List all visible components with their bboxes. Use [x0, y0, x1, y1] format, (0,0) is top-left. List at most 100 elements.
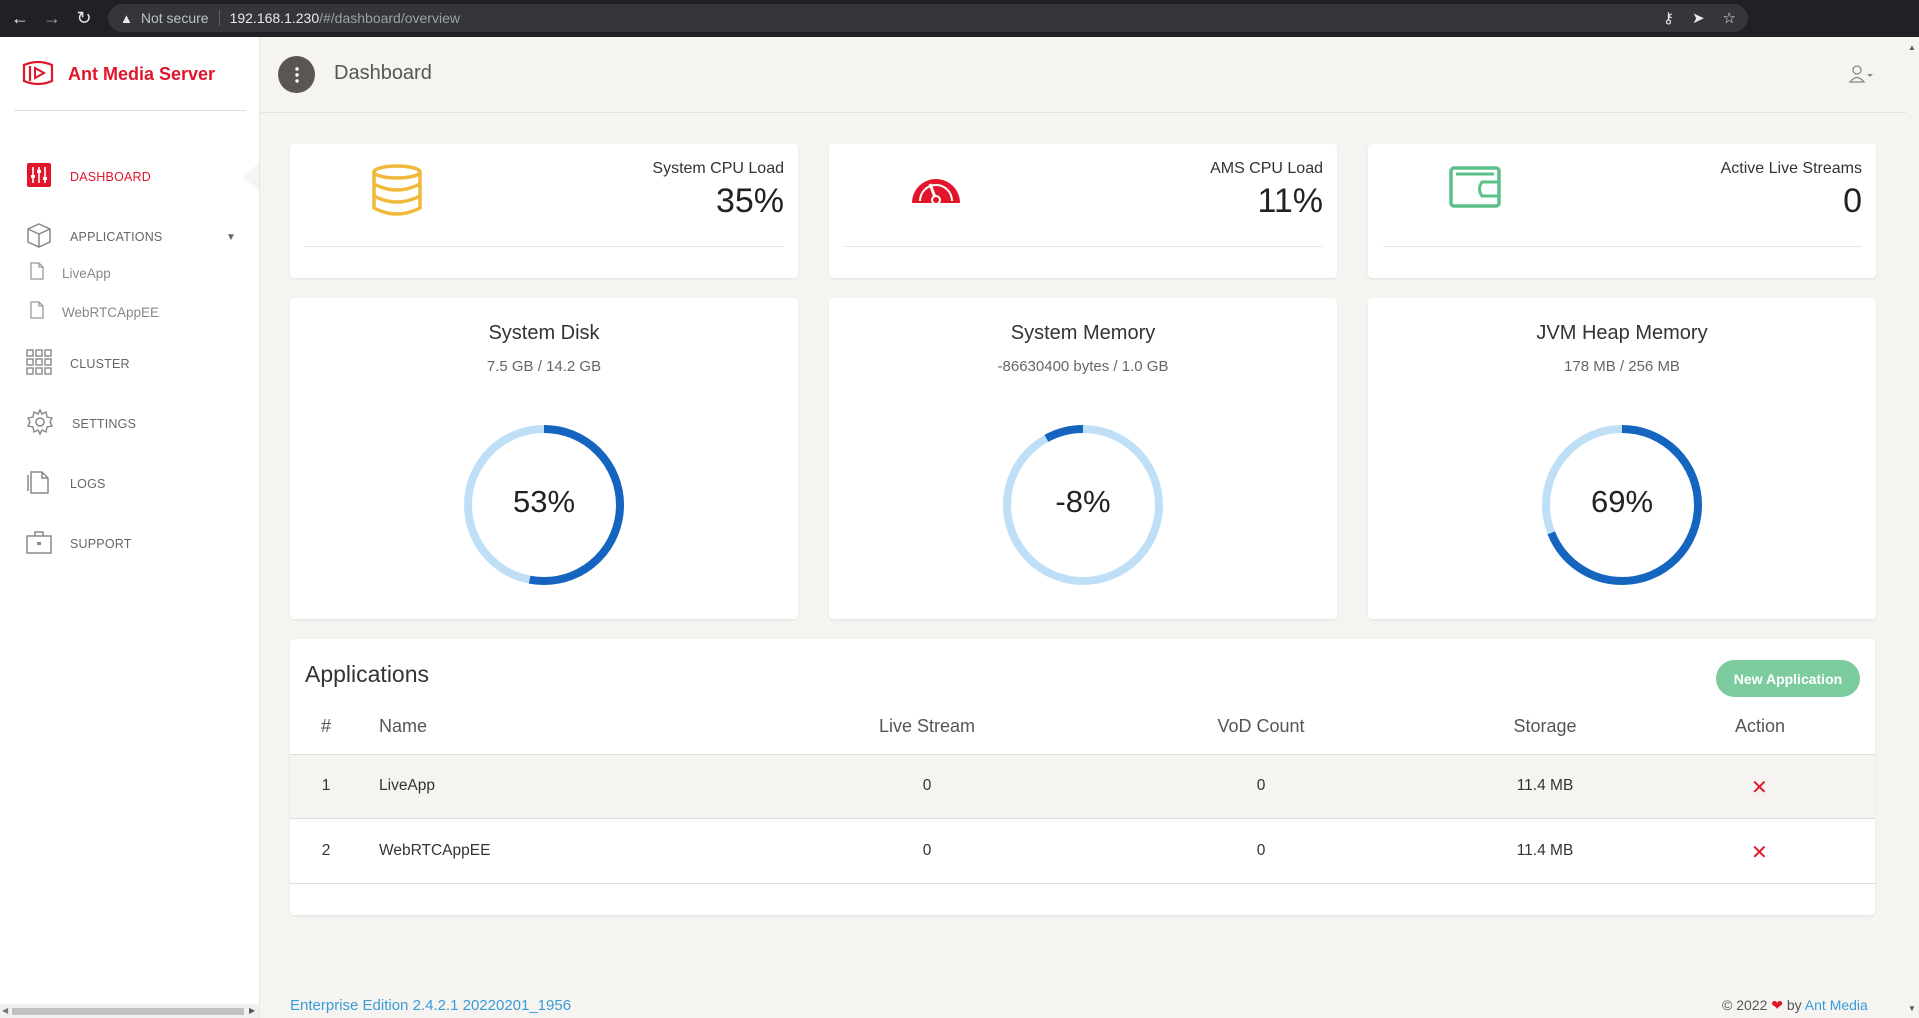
logo-icon: [20, 57, 56, 92]
wallet-icon: [1448, 164, 1502, 215]
url-host: 192.168.1.230: [229, 10, 320, 26]
page-title: Dashboard: [334, 62, 432, 84]
applications-card: Applications New Application # Name Live…: [290, 639, 1875, 915]
gauge-percent: 69%: [1590, 484, 1654, 519]
new-application-button[interactable]: New Application: [1716, 660, 1860, 697]
gauge-subtitle: 178 MB / 256 MB: [1564, 358, 1680, 375]
sidebar-subitem-label: WebRTCAppEE: [62, 305, 160, 320]
browser-toolbar: ← → ↻ ▲ Not secure 192.168.1.230/#/dashb…: [0, 0, 1919, 37]
grid-icon: [26, 348, 52, 380]
stat-value: 11%: [1257, 182, 1323, 220]
sidebar-item-dashboard[interactable]: DASHBOARD: [0, 157, 259, 197]
column-header-index: #: [320, 716, 331, 736]
gauge-ring: [464, 425, 624, 585]
gauge-title: System Disk: [488, 322, 600, 344]
cell-vod-count: 0: [1256, 777, 1266, 794]
stat-card-system-cpu: System CPU Load 35%: [290, 144, 798, 278]
gauge-card-system-memory: System Memory -86630400 bytes / 1.0 GB -…: [829, 298, 1337, 619]
sidebar-item-settings[interactable]: SETTINGS: [0, 404, 259, 444]
gauge-title: JVM Heap Memory: [1536, 322, 1708, 344]
by-text: by: [1786, 997, 1802, 1013]
scroll-down-icon[interactable]: ▼: [1908, 1004, 1916, 1013]
star-icon[interactable]: ☆: [1722, 10, 1736, 27]
copyright-text: © 2022: [1722, 997, 1768, 1013]
page-header: Dashboard: [261, 37, 1906, 113]
sliders-icon: [26, 162, 52, 193]
delete-icon[interactable]: ✕: [1751, 777, 1768, 799]
sidebar-item-applications[interactable]: APPLICATIONS ▼: [0, 217, 259, 257]
sidebar-item-label: SETTINGS: [72, 417, 137, 431]
sidebar-item-label: DASHBOARD: [70, 170, 151, 184]
gauge-percent: -8%: [1055, 484, 1111, 519]
user-icon: [1848, 65, 1873, 83]
sidebar-item-label: SUPPORT: [70, 537, 132, 551]
delete-icon[interactable]: ✕: [1751, 842, 1768, 864]
scroll-left-icon[interactable]: ◀: [2, 1006, 9, 1015]
more-vertical-icon: [294, 66, 299, 83]
heart-icon: ❤: [1771, 997, 1783, 1013]
forward-icon[interactable]: →: [43, 8, 61, 28]
key-icon[interactable]: ⚷: [1662, 10, 1674, 27]
gauge-fill: [1003, 425, 1163, 585]
brand[interactable]: Ant Media Server: [20, 57, 215, 92]
gauge-card-system-disk: System Disk 7.5 GB / 14.2 GB 53%: [290, 298, 798, 619]
box-icon: [26, 222, 52, 253]
sidebar-item-cluster[interactable]: CLUSTER: [0, 344, 259, 384]
warning-icon: ▲: [120, 10, 133, 26]
back-icon[interactable]: ←: [11, 8, 29, 28]
stat-label: AMS CPU Load: [1210, 160, 1323, 177]
sidebar-subitem-label: LiveApp: [62, 266, 111, 281]
file-icon: [30, 301, 44, 324]
gauge-percent: 53%: [512, 484, 576, 519]
scroll-right-icon[interactable]: ▶: [249, 1006, 256, 1015]
cell-storage: 11.4 MB: [1516, 842, 1574, 859]
sidebar-toggle-button[interactable]: [278, 56, 315, 93]
file-icon: [30, 262, 44, 285]
gauge-fill: [1542, 425, 1702, 585]
applications-title: Applications: [305, 661, 430, 687]
brand-name: Ant Media Server: [68, 64, 216, 84]
stat-value: 35%: [715, 182, 784, 220]
cell-live-stream: 0: [922, 777, 932, 794]
company-link[interactable]: Ant Media: [1804, 997, 1868, 1013]
briefcase-icon: [26, 529, 52, 560]
scrollbar-thumb[interactable]: [12, 1008, 244, 1015]
vertical-scrollbar[interactable]: ▲ ▼: [1906, 37, 1919, 1018]
reload-icon[interactable]: ↻: [76, 8, 92, 28]
gear-icon: [26, 407, 54, 441]
sidebar-item-logs[interactable]: LOGS: [0, 464, 259, 504]
gauge-subtitle: 7.5 GB / 14.2 GB: [486, 358, 602, 375]
sidebar-subitem-webrtcappee[interactable]: WebRTCAppEE: [30, 301, 159, 324]
cell-name[interactable]: WebRTCAppEE: [379, 842, 491, 859]
cell-name[interactable]: LiveApp: [379, 777, 436, 794]
column-header-action: Action: [1734, 716, 1786, 736]
gauge-ring: [1003, 425, 1163, 585]
cell-vod-count: 0: [1256, 842, 1266, 859]
table-row[interactable]: 2 WebRTCAppEE 0 0 11.4 MB ✕: [290, 820, 1875, 884]
footer-copyright: © 2022 ❤ by Ant Media: [1722, 997, 1868, 1014]
edition-info: Enterprise Edition 2.4.2.1 20220201_1956: [290, 997, 572, 1014]
brand-divider: [14, 110, 246, 111]
security-label: Not secure: [140, 10, 209, 26]
horizontal-scrollbar[interactable]: ◀ ▶: [0, 1004, 259, 1018]
user-menu-button[interactable]: [1848, 65, 1874, 88]
cell-index: 1: [321, 777, 331, 794]
address-separator: [218, 10, 220, 26]
send-icon[interactable]: ➤: [1691, 10, 1705, 27]
active-indicator: [243, 163, 259, 191]
address-bar[interactable]: ▲ Not secure 192.168.1.230/#/dashboard/o…: [108, 4, 1748, 32]
scroll-up-icon[interactable]: ▲: [1908, 43, 1916, 52]
cell-live-stream: 0: [922, 842, 932, 859]
sidebar-subitem-liveapp[interactable]: LiveApp: [30, 262, 111, 285]
database-icon: [370, 164, 424, 221]
url-path: /#/dashboard/overview: [319, 10, 460, 26]
sidebar-item-label: APPLICATIONS: [70, 230, 163, 244]
chevron-down-icon[interactable]: ▼: [226, 231, 236, 243]
stat-card-active-streams: Active Live Streams 0: [1368, 144, 1876, 278]
gauge-card-jvm-heap: JVM Heap Memory 178 MB / 256 MB 69%: [1368, 298, 1876, 619]
cell-storage: 11.4 MB: [1516, 777, 1574, 794]
stat-value: 0: [1843, 182, 1862, 220]
column-header-vod-count: VoD Count: [1217, 716, 1305, 736]
sidebar-item-support[interactable]: SUPPORT: [0, 524, 259, 564]
table-row[interactable]: 1 LiveApp 0 0 11.4 MB ✕: [290, 755, 1875, 819]
